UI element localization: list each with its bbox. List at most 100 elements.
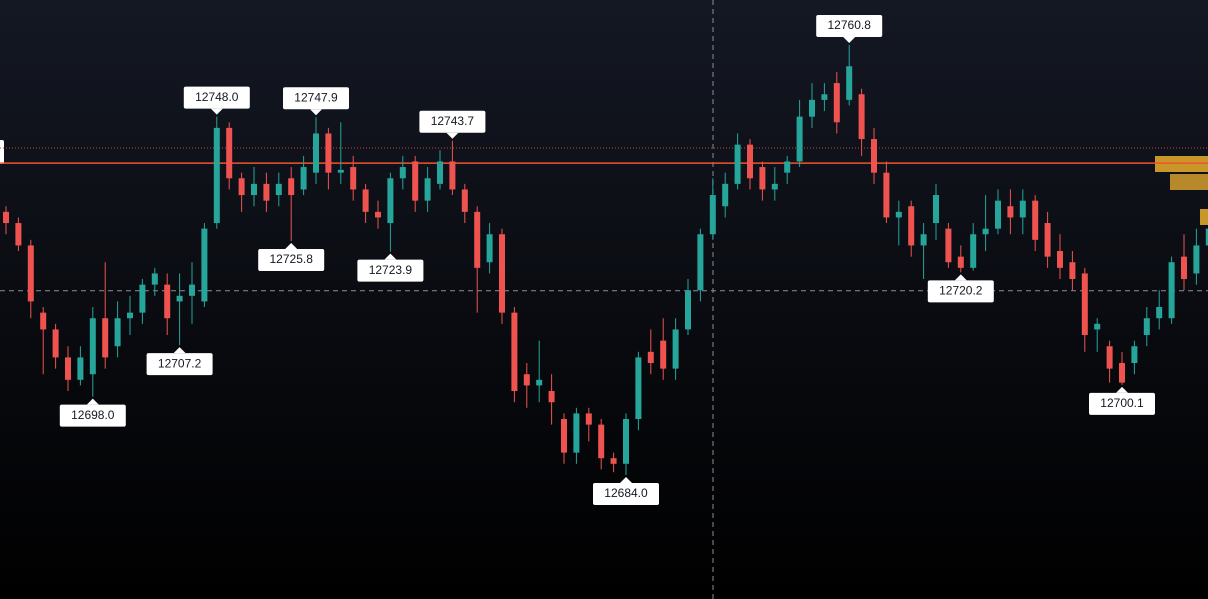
candle-body bbox=[27, 245, 34, 302]
candle-body bbox=[89, 318, 96, 375]
price-annotation: 12743.7 bbox=[419, 110, 486, 139]
candle-body bbox=[908, 206, 915, 246]
candle-body bbox=[3, 211, 9, 224]
annotation-pointer bbox=[620, 477, 632, 483]
candle-body bbox=[251, 183, 257, 196]
annotation-pointer bbox=[285, 242, 298, 249]
candle-body bbox=[1032, 200, 1039, 240]
annotation-box bbox=[419, 110, 486, 133]
candle-body bbox=[585, 413, 592, 425]
candle-body bbox=[1193, 245, 1200, 274]
price-annotation: 12747.9 bbox=[283, 87, 349, 116]
candle-body bbox=[176, 295, 183, 302]
candle-body bbox=[945, 228, 952, 263]
annotation-label: 12725.8 bbox=[270, 252, 314, 266]
annotation-box bbox=[357, 259, 424, 282]
candle-body bbox=[846, 66, 853, 100]
candle-body bbox=[1181, 256, 1187, 280]
candle-body bbox=[796, 116, 803, 162]
candle-body bbox=[362, 189, 369, 212]
candle-body bbox=[65, 357, 71, 380]
candle-body bbox=[982, 228, 989, 235]
candle-body bbox=[610, 458, 617, 464]
candle-body bbox=[139, 284, 146, 313]
annotation-label: 12707.2 bbox=[158, 356, 202, 370]
price-annotation: 12684.0 bbox=[593, 477, 659, 505]
candle-body bbox=[263, 183, 270, 201]
price-annotation: 12720.2 bbox=[927, 274, 994, 303]
candle-body bbox=[313, 133, 319, 173]
candle-body bbox=[523, 374, 530, 386]
candle-body bbox=[424, 178, 431, 201]
candle-body bbox=[1094, 323, 1101, 330]
candle-body bbox=[623, 419, 629, 464]
candle-body bbox=[189, 284, 195, 296]
candle-body bbox=[40, 312, 47, 330]
price-annotation: 12698.0 bbox=[59, 398, 126, 427]
annotation-box bbox=[258, 248, 325, 271]
candle-body bbox=[1156, 307, 1163, 319]
candle-body bbox=[1205, 228, 1208, 246]
candle-body bbox=[784, 161, 791, 173]
candle-body bbox=[486, 234, 493, 263]
candle-body bbox=[895, 211, 902, 218]
candle-body bbox=[685, 290, 691, 330]
candle-body bbox=[548, 391, 555, 403]
candle-body bbox=[437, 161, 443, 184]
price-annotation: 12700.1 bbox=[1089, 386, 1155, 415]
candle-body bbox=[213, 127, 220, 224]
annotation-box bbox=[183, 86, 250, 109]
candle-body bbox=[933, 195, 939, 224]
annotation-label: 12700.1 bbox=[1100, 396, 1144, 410]
annotation-label: 12743.7 bbox=[431, 114, 475, 128]
candle-body bbox=[350, 167, 357, 190]
candle-body bbox=[127, 312, 133, 319]
candle-body bbox=[114, 318, 121, 347]
annotation-box bbox=[146, 353, 213, 376]
annotation-pointer bbox=[1116, 386, 1128, 393]
candle-body bbox=[499, 234, 505, 313]
candle-body bbox=[1057, 251, 1063, 268]
candle-body bbox=[672, 329, 679, 369]
annotation-label: 12684.0 bbox=[604, 486, 648, 500]
price-annotation: 12725.8 bbox=[258, 242, 325, 271]
candle-body bbox=[759, 167, 766, 190]
candle-body bbox=[1081, 273, 1088, 336]
candle-body bbox=[275, 183, 282, 196]
candle-body bbox=[300, 167, 307, 190]
candle-body bbox=[573, 413, 580, 453]
candle-body bbox=[734, 144, 741, 184]
candle-body bbox=[399, 167, 406, 179]
candle-body bbox=[226, 127, 233, 179]
candle-body bbox=[1106, 346, 1113, 369]
candle-body bbox=[858, 94, 865, 140]
candle-body bbox=[164, 284, 171, 319]
candle-body bbox=[833, 83, 840, 123]
candle-body bbox=[1119, 363, 1125, 383]
candle-body bbox=[561, 419, 567, 453]
candle-body bbox=[709, 195, 716, 235]
zone-box bbox=[1155, 156, 1208, 172]
candle-body bbox=[1044, 223, 1051, 257]
candle-body bbox=[995, 200, 1001, 229]
candle-body bbox=[920, 234, 927, 246]
price-tag bbox=[0, 140, 4, 164]
annotation-label: 12723.9 bbox=[369, 263, 413, 277]
candle-body bbox=[412, 161, 419, 201]
candle-body bbox=[102, 318, 109, 358]
annotation-pointer bbox=[384, 253, 397, 260]
annotation-box bbox=[593, 483, 659, 505]
candle-body bbox=[474, 211, 481, 268]
price-annotation: 12760.8 bbox=[816, 15, 883, 43]
annotation-pointer bbox=[86, 398, 99, 405]
candle-body bbox=[1168, 262, 1175, 319]
zone-box bbox=[1170, 174, 1208, 190]
candle-body bbox=[747, 144, 753, 179]
candle-body bbox=[449, 161, 456, 190]
candle-body bbox=[883, 172, 890, 218]
annotation-label: 12698.0 bbox=[71, 408, 115, 422]
candle-body bbox=[1143, 318, 1150, 336]
candle-body bbox=[697, 234, 704, 291]
